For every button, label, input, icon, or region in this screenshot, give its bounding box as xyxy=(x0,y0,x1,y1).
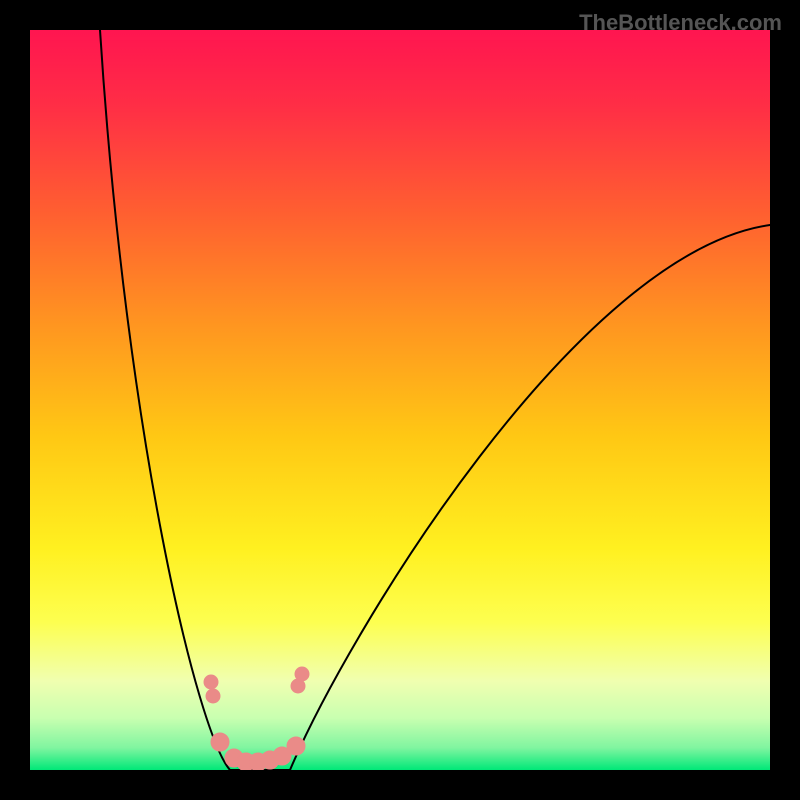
plot-svg xyxy=(30,30,770,770)
marker-point xyxy=(211,733,229,751)
marker-point xyxy=(295,667,309,681)
marker-point xyxy=(206,689,220,703)
watermark-text: TheBottleneck.com xyxy=(579,10,782,36)
plot-area xyxy=(30,30,770,770)
gradient-background xyxy=(30,30,770,770)
chart-container: TheBottleneck.com xyxy=(0,0,800,800)
marker-point xyxy=(287,737,305,755)
marker-point xyxy=(204,675,218,689)
